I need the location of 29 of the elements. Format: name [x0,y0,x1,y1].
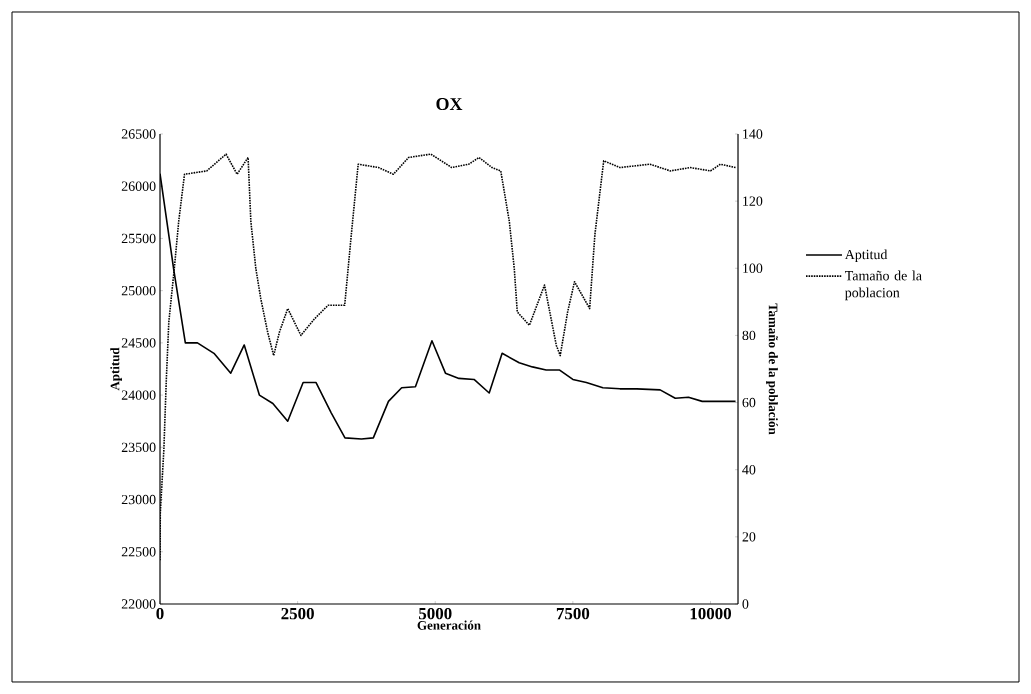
y-tick-label: 22000 [121,599,156,609]
y2-tick-label: 100 [743,263,763,273]
legend-label: Tamaño de la poblacion [844,270,922,301]
y-tick-label: 25000 [121,285,156,296]
y-tick-label: 23500 [121,442,156,453]
y2-axis-title: Tamaño de la población [766,303,778,435]
y2-tick-label: 80 [742,330,756,341]
y-tick-label: 24000 [121,390,156,400]
x-tick-label: 10000 [690,607,732,620]
x-axis-title: Generación [417,620,481,630]
x-tick-label: 5000 [418,607,452,620]
y-tick-label: 26500 [121,129,156,139]
y2-tick-label: 140 [743,129,763,139]
x-tick-label: 2500 [281,607,314,620]
y-tick-label: 25500 [121,233,156,244]
y2-tick-label: 120 [743,196,763,206]
x-tick-label: 0 [156,607,164,620]
y-tick-label: 26000 [121,181,156,191]
y-tick-label: 24500 [121,338,156,348]
y-tick-label: 23000 [121,494,156,505]
y2-tick-label: 60 [742,397,756,408]
y-tick-label: 22500 [121,547,156,557]
y2-tick-label: 0 [742,599,749,609]
chart-title: OX [436,98,463,111]
legend-label: Aptitud [844,249,888,263]
x-tick-label: 7500 [556,607,590,620]
y2-tick-label: 20 [742,532,756,542]
y2-tick-label: 40 [742,464,756,475]
y-axis-title: Aptitud [110,347,122,391]
